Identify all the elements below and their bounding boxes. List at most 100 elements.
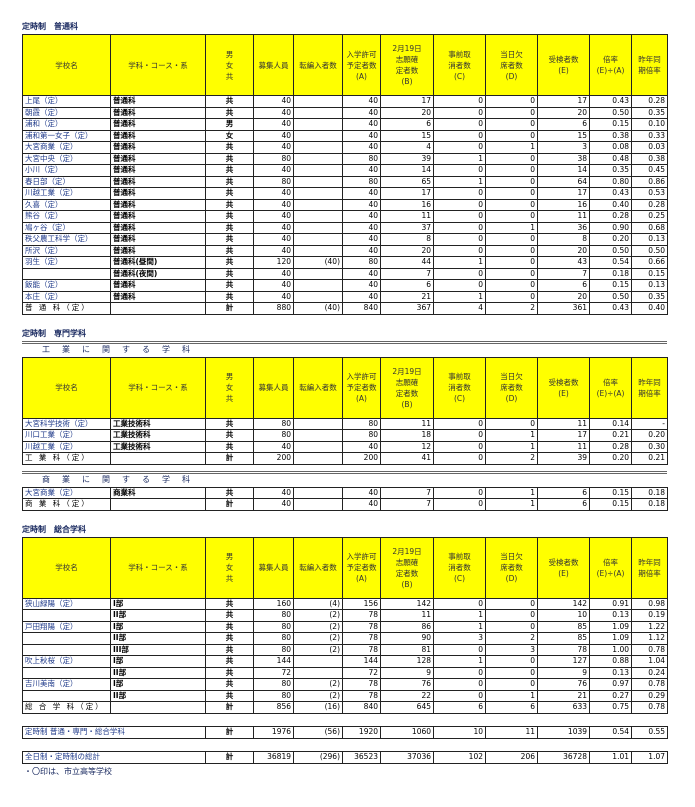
course-cell	[110, 701, 206, 714]
total-row: 総 合 学 科（定）計 856 (16) 840 645 6 6 633 0.75 0.78	[22, 701, 668, 714]
ratio-cell: 0.50	[589, 106, 632, 119]
table-row: 熊谷（定） 普通科共 40 40 11 0 0 11 0.28 0.25	[22, 210, 668, 223]
gender-cell: 共	[205, 655, 254, 668]
transfer-cell	[293, 221, 343, 234]
applicants-b-cell: 22	[380, 689, 434, 702]
gender-cell: 共	[205, 141, 254, 154]
transfer-cell	[293, 95, 343, 108]
summary-cell: (296)	[293, 750, 343, 764]
capacity-cell: 40	[253, 233, 294, 246]
gender-cell: 共	[205, 95, 254, 108]
examinees-e-cell: 76	[537, 678, 590, 691]
prev-ratio-cell: 0.86	[631, 175, 668, 188]
admit-a-cell: 40	[342, 198, 381, 211]
transfer-cell	[293, 429, 343, 442]
column-header: 当日欠 席者数 (D)	[485, 34, 538, 96]
capacity-cell: 856	[253, 701, 294, 714]
summary-cell: 0.55	[631, 725, 669, 739]
column-header: 男 女 共	[205, 356, 254, 419]
course-cell: 普通科	[110, 290, 206, 303]
course-cell: 普通科(昼間)	[110, 256, 206, 269]
ratio-cell: 1.00	[589, 643, 632, 656]
column-header: 入学許可 予定者数 (A)	[342, 536, 381, 599]
table-row: 大宮商業（定） 商業科共 40 40 7 0 1 6 0.15 0.18	[22, 486, 668, 499]
total-row: 普 通 科（定） 計 880 (40) 840 367 4 2 361 0.43 0.40	[22, 302, 668, 315]
examinees-e-cell: 17	[537, 429, 590, 442]
course-cell: 普通科	[110, 198, 206, 211]
school-name-cell: 狭山緑陽（定）	[22, 597, 111, 610]
applicants-b-cell: 90	[380, 632, 434, 645]
applicants-b-cell: 20	[380, 244, 434, 257]
transfer-cell	[293, 187, 343, 200]
cancel-c-cell: 0	[433, 498, 486, 511]
cancel-c-cell: 0	[433, 643, 486, 656]
cancel-c-cell: 1	[433, 175, 486, 188]
cancel-c-cell: 3	[433, 632, 486, 645]
school-name-cell: 川越工業（定）	[22, 187, 111, 200]
column-header: 倍率 (E)÷(A)	[589, 356, 632, 419]
summary-cell: 206	[485, 750, 538, 764]
gender-cell: 共	[205, 106, 254, 119]
table-row: 大宮中央（定） 普通科共 80 80 39 1 0 38 0.48 0.38	[22, 152, 668, 165]
examinees-e-cell: 64	[537, 175, 590, 188]
examinees-e-cell: 9	[537, 666, 590, 679]
prev-ratio-cell: 0.25	[631, 210, 668, 223]
transfer-cell	[293, 440, 343, 453]
applicants-b-cell: 16	[380, 198, 434, 211]
absent-d-cell: 0	[485, 129, 538, 142]
course-cell: 普通科	[110, 118, 206, 131]
capacity-cell: 40	[253, 106, 294, 119]
applicants-b-cell: 41	[380, 452, 434, 465]
applicants-b-cell: 6	[380, 118, 434, 131]
absent-d-cell: 0	[485, 597, 538, 610]
school-name-cell: 大宮中央（定）	[22, 152, 111, 165]
examinees-e-cell: 127	[537, 655, 590, 668]
examinees-e-cell: 16	[537, 198, 590, 211]
column-header: 当日欠 席者数 (D)	[485, 356, 538, 419]
absent-d-cell: 0	[485, 678, 538, 691]
gender-cell: 共	[205, 417, 254, 430]
gender-cell: 共	[205, 643, 254, 656]
table-row: 浦和第一女子（定） 普通科女 40 40 15 0 0 15 0.38 0.33	[22, 129, 668, 142]
ratio-cell: 0.40	[589, 198, 632, 211]
summary-cell: 1060	[380, 725, 435, 739]
prev-ratio-cell: 0.35	[631, 106, 668, 119]
prev-ratio-cell: 0.24	[631, 666, 668, 679]
gender-cell: 共	[205, 440, 254, 453]
examinees-e-cell: 633	[537, 701, 590, 714]
admit-a-cell: 200	[342, 452, 381, 465]
course-cell: 工業技術科	[110, 440, 206, 453]
table-row: II部共 80 (2) 78 90 3 2 85 1.09 1.12	[22, 632, 668, 645]
school-name-cell	[22, 267, 111, 280]
capacity-cell: 40	[253, 129, 294, 142]
gender-cell: 共	[205, 486, 254, 499]
cancel-c-cell: 0	[433, 221, 486, 234]
ratio-cell: 0.43	[589, 187, 632, 200]
ratio-cell: 0.48	[589, 152, 632, 165]
absent-d-cell: 0	[485, 198, 538, 211]
course-cell	[110, 452, 206, 465]
summary-table: 定時制 普通・専門・総合学科計 1976 (56) 1920 1060 10 11 1039 0…	[21, 725, 669, 739]
column-header: 募集人員	[253, 34, 294, 96]
gender-cell: 共	[205, 210, 254, 223]
prev-ratio-cell: 0.66	[631, 256, 668, 269]
applicants-b-cell: 39	[380, 152, 434, 165]
course-cell: 普通科	[110, 129, 206, 142]
capacity-cell: 80	[253, 609, 294, 622]
applicants-b-cell: 86	[380, 620, 434, 633]
prev-ratio-cell: 0.78	[631, 701, 668, 714]
group-label-text: 商 業 に 関 す る 学 科	[42, 474, 192, 484]
absent-d-cell: 0	[485, 279, 538, 292]
column-header: 受検者数 (E)	[537, 34, 590, 96]
gender-cell: 女	[205, 129, 254, 142]
ratio-cell: 0.50	[589, 290, 632, 303]
prev-ratio-cell: 0.40	[631, 302, 668, 315]
ratio-cell: 0.20	[589, 452, 632, 465]
gender-cell: 共	[205, 221, 254, 234]
capacity-cell: 40	[253, 279, 294, 292]
gender-cell: 計	[205, 452, 254, 465]
gender-cell: 共	[205, 666, 254, 679]
prev-ratio-cell: 0.28	[631, 95, 668, 108]
transfer-cell: (16)	[293, 701, 343, 714]
prev-ratio-cell: 0.03	[631, 141, 668, 154]
